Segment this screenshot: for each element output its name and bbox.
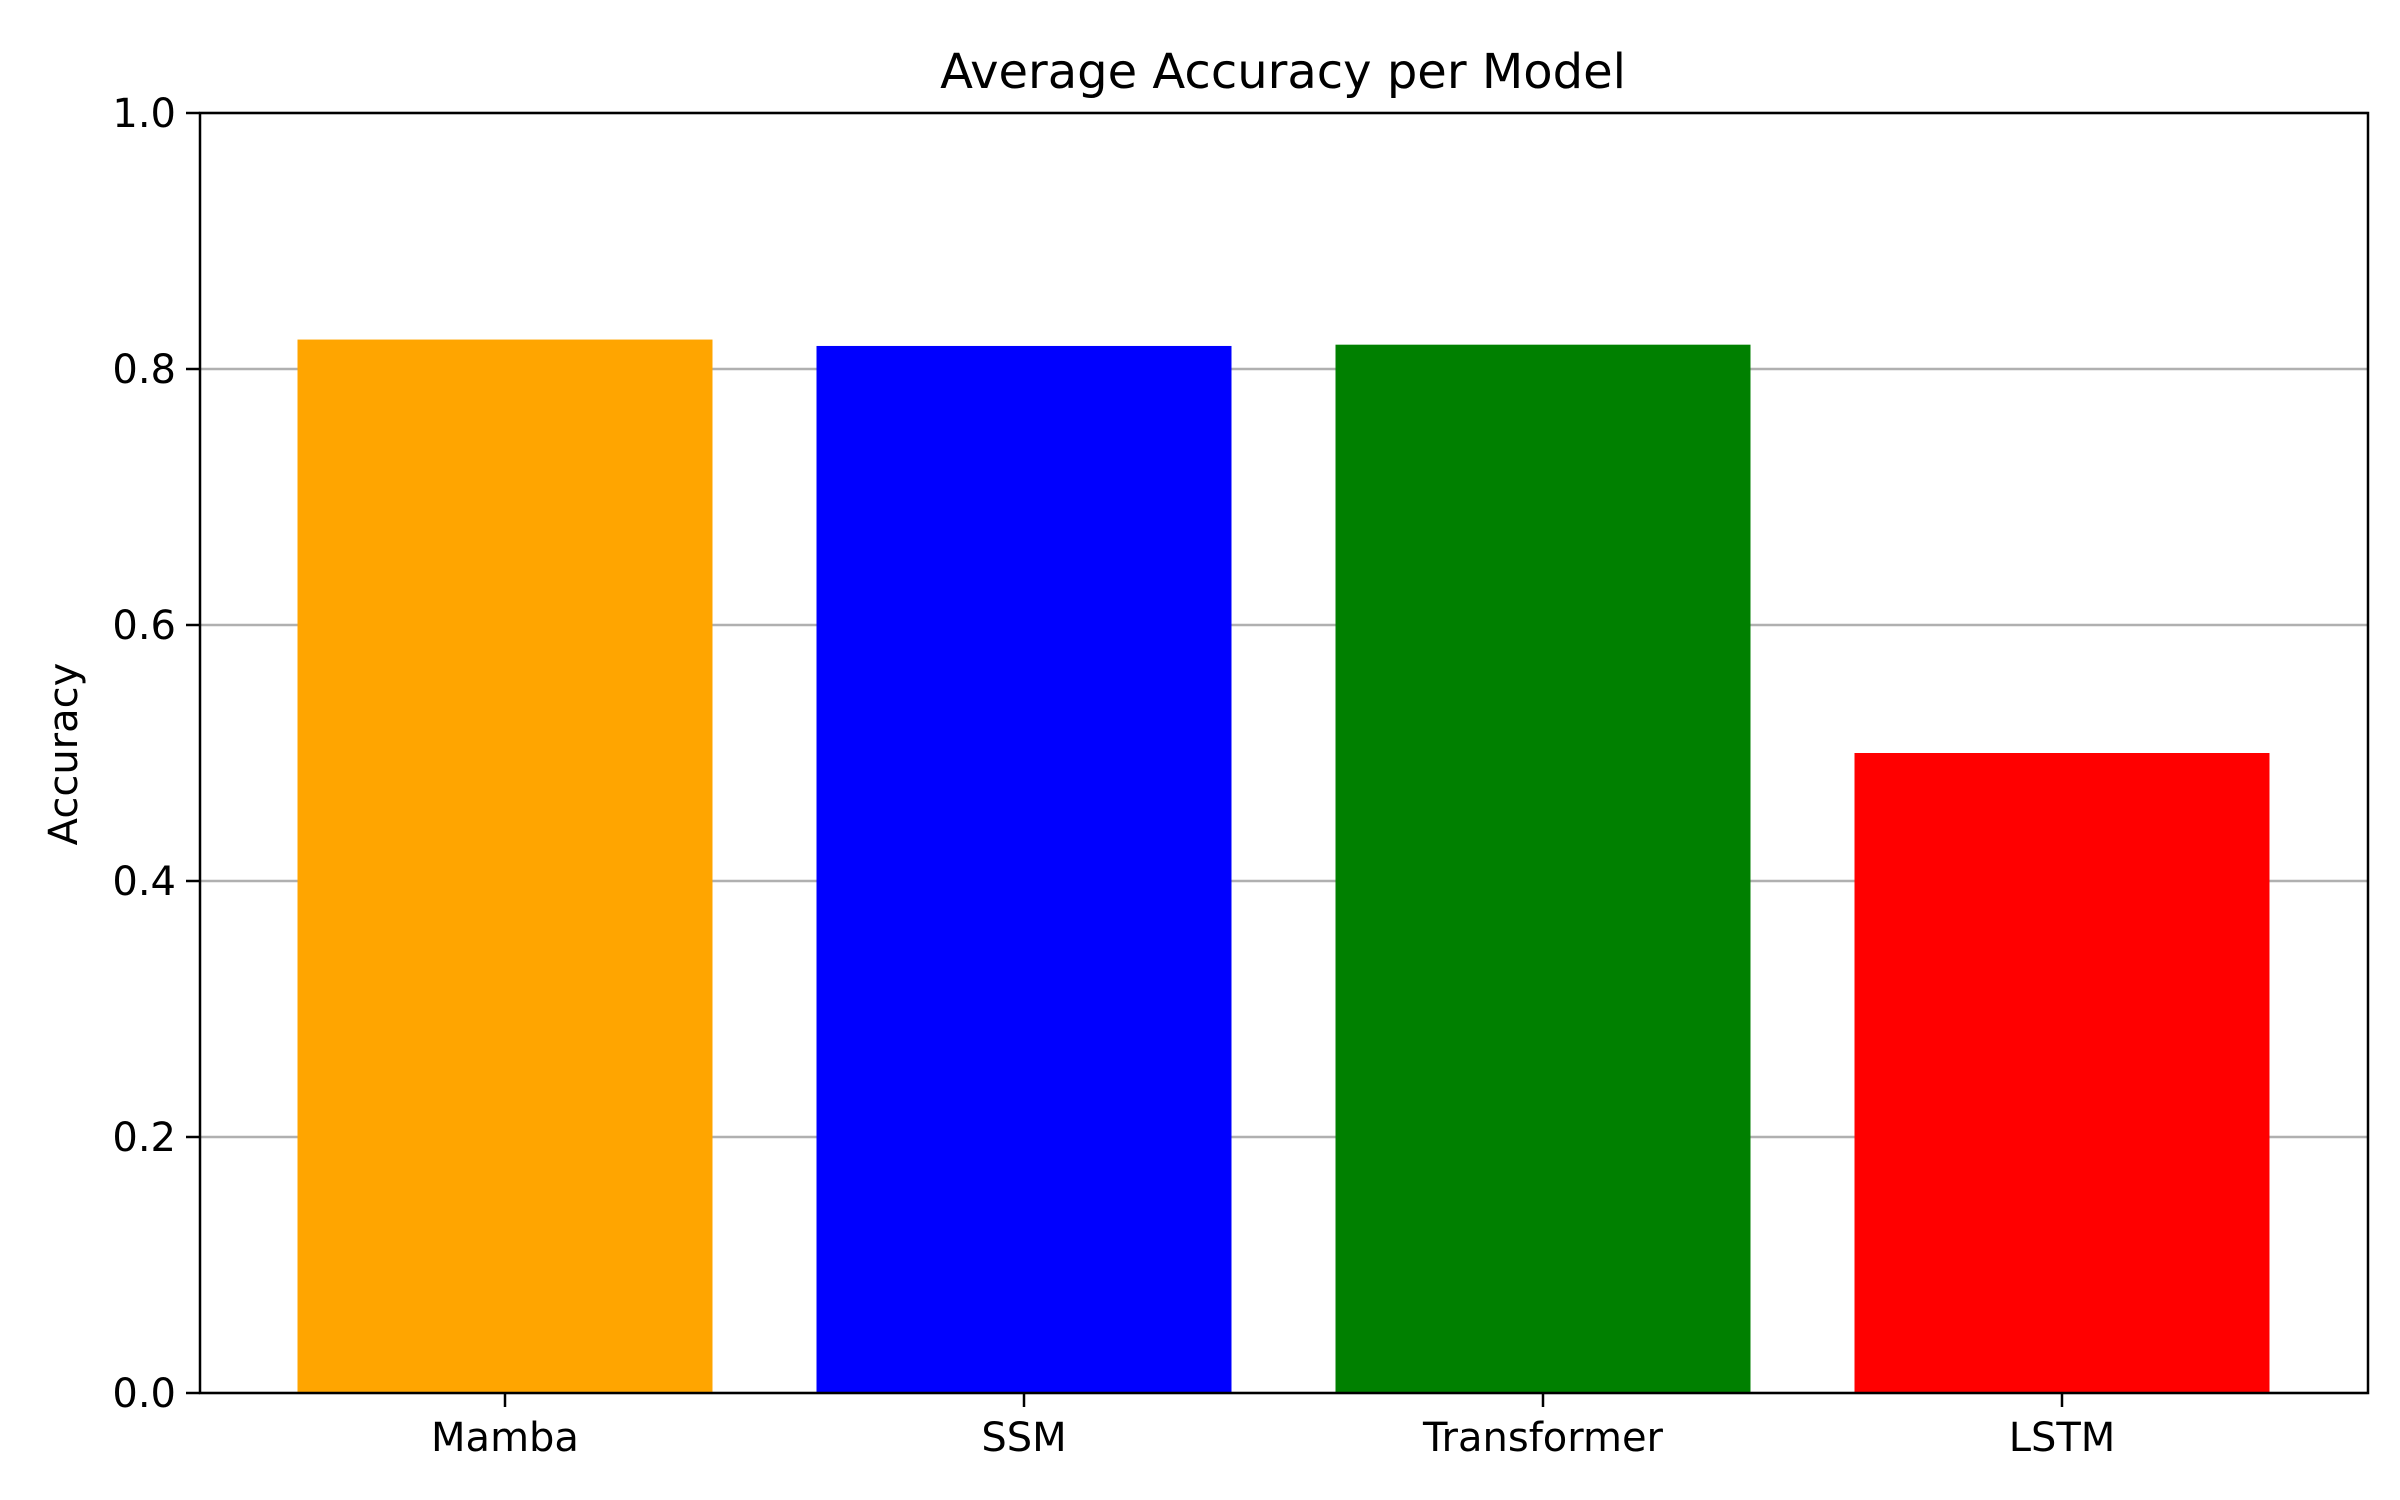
y-tick-label: 0.0 (112, 1371, 176, 1417)
chart-title: Average Accuracy per Model (940, 44, 1626, 100)
axes (198, 111, 2370, 1395)
x-tick-label: SSM (981, 1415, 1066, 1461)
x-tick-label: LSTM (2009, 1415, 2116, 1461)
y-axis-label: Accuracy (41, 663, 87, 846)
x-tick-label: Transformer (1422, 1415, 1664, 1461)
x-axis-ticks: Mamba SSM Transformer LSTM (431, 1393, 2115, 1461)
bar-ssm (816, 345, 1232, 1394)
bar-transformer (1335, 344, 1751, 1394)
bar-lstm (1854, 753, 2270, 1393)
y-tick-label: 1.0 (112, 91, 176, 137)
x-tick-label: Mamba (431, 1415, 579, 1461)
plot-frame (198, 111, 2370, 1395)
y-tick-label: 0.4 (112, 859, 176, 905)
y-tick-label: 0.2 (112, 1115, 176, 1161)
y-tick-label: 0.8 (112, 347, 176, 393)
y-tick-label: 0.6 (112, 603, 176, 649)
bar-mamba (297, 339, 713, 1393)
bars (297, 339, 2270, 1394)
y-axis-ticks: 0.0 0.2 0.4 0.6 0.8 1.0 (112, 91, 200, 1417)
